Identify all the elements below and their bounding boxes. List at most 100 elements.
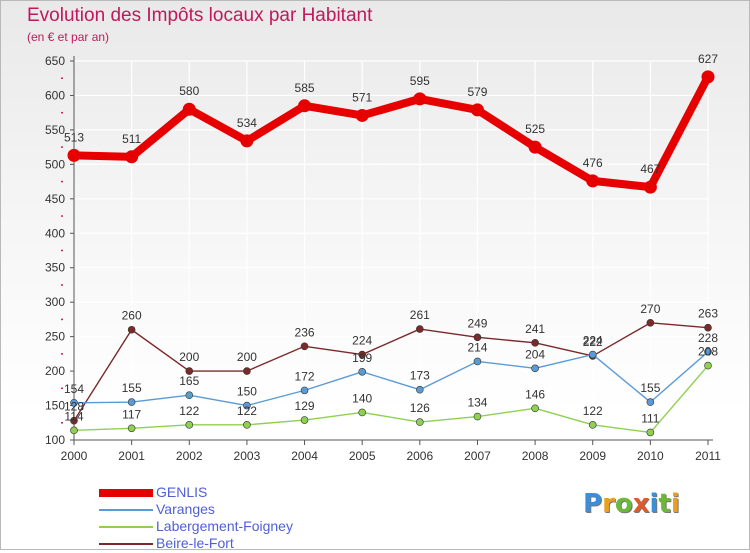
- data-point: [528, 140, 542, 154]
- data-label: 134: [467, 396, 487, 410]
- y-tick-label: 500: [45, 157, 65, 171]
- data-point: [416, 385, 424, 394]
- data-label: 172: [295, 369, 315, 383]
- data-label: 261: [410, 308, 430, 322]
- logo-letter: r: [602, 489, 615, 519]
- data-point: [473, 412, 482, 421]
- y-tick-label: 350: [45, 261, 65, 275]
- legend-swatch: [99, 543, 153, 545]
- logo-letter: i: [670, 489, 680, 519]
- y-tick-label: 150: [45, 399, 65, 413]
- data-label: 173: [410, 369, 430, 383]
- data-label: 214: [467, 340, 487, 354]
- data-point: [243, 367, 251, 375]
- data-label: 525: [525, 122, 545, 136]
- x-tick-label: 2006: [406, 449, 433, 463]
- data-label: 204: [525, 347, 545, 361]
- data-point: [704, 361, 712, 370]
- series-line-labergement-foigney: [73, 365, 709, 434]
- data-point: [185, 367, 194, 375]
- legend-swatch: [99, 526, 153, 528]
- logo-letter: i: [649, 489, 659, 519]
- data-label: 222: [583, 335, 603, 349]
- x-tick-label: 2003: [234, 449, 261, 463]
- data-label: 122: [237, 404, 257, 418]
- data-label: 154: [64, 382, 84, 396]
- legend-label: Beire-le-Fort: [156, 535, 234, 551]
- data-point: [300, 342, 309, 351]
- data-point: [127, 325, 136, 334]
- logo-letter: x: [632, 489, 650, 519]
- data-label: 534: [237, 116, 257, 130]
- data-label: 165: [179, 374, 199, 388]
- data-point: [704, 323, 712, 332]
- data-label: 224: [583, 334, 603, 348]
- y-tick-label: 550: [45, 123, 65, 137]
- data-point: [240, 134, 254, 148]
- data-point: [243, 421, 251, 429]
- data-label: 476: [583, 156, 603, 170]
- x-tick-label: 2000: [61, 449, 88, 463]
- data-label: 140: [352, 391, 372, 405]
- data-point: [588, 421, 597, 429]
- data-point: [646, 319, 655, 327]
- y-tick-label: 250: [45, 330, 65, 344]
- x-tick-label: 2008: [522, 449, 549, 463]
- data-label: 627: [698, 52, 718, 66]
- data-label: 155: [122, 381, 142, 395]
- data-label: 236: [295, 325, 315, 339]
- data-label-layer: 513 511 580 534 585 571 595 579 525 476 467 627 154 1…: [64, 52, 718, 426]
- data-point: [300, 386, 309, 395]
- data-label: 579: [467, 85, 487, 99]
- data-point: [646, 398, 655, 406]
- data-point: [70, 426, 78, 435]
- x-tick-label: 2002: [176, 449, 203, 463]
- series-line-varanges: [73, 351, 709, 407]
- data-label: 270: [640, 302, 660, 316]
- data-point: [127, 398, 136, 406]
- data-point: [531, 364, 539, 373]
- data-label: 580: [179, 84, 199, 98]
- legend-swatch: [99, 509, 153, 511]
- logo-letter: t: [658, 489, 671, 519]
- data-point: [185, 421, 194, 429]
- y-tick-label: 650: [45, 54, 65, 68]
- data-label: 513: [64, 130, 84, 144]
- grid-layer: [73, 60, 709, 441]
- series-line-genlis: [73, 74, 712, 192]
- data-label: 200: [237, 350, 257, 364]
- y-tick-label: 400: [45, 226, 65, 240]
- chart-title: Evolution des Impôts locaux par Habitant: [27, 5, 373, 26]
- data-point: [70, 416, 78, 425]
- data-label: 467: [640, 162, 660, 176]
- data-label: 114: [64, 409, 83, 423]
- data-point: [646, 428, 655, 437]
- data-point: [355, 108, 369, 122]
- data-label: 111: [641, 411, 660, 425]
- y-tick-label: 100: [45, 433, 65, 447]
- x-tick-label: 2009: [579, 449, 606, 463]
- data-point: [70, 398, 78, 407]
- y-tick-label: 300: [45, 295, 65, 309]
- data-label: 595: [410, 74, 430, 88]
- data-point: [473, 333, 482, 342]
- data-label: 208: [698, 345, 718, 359]
- data-point: [473, 357, 482, 366]
- data-point: [586, 174, 600, 188]
- logo-letter: o: [614, 489, 633, 519]
- data-label: 155: [640, 381, 660, 395]
- data-point: [185, 391, 194, 400]
- data-label: 585: [295, 81, 315, 95]
- data-point: [531, 339, 539, 347]
- data-point: [643, 180, 657, 194]
- data-point: [67, 148, 81, 162]
- data-point: [470, 103, 484, 117]
- data-label: 122: [179, 404, 199, 418]
- y-tick-label: 600: [45, 88, 65, 102]
- series-layer: [67, 70, 715, 437]
- data-label: 126: [410, 401, 430, 415]
- data-point: [298, 99, 312, 113]
- x-tick-label: 2005: [349, 449, 376, 463]
